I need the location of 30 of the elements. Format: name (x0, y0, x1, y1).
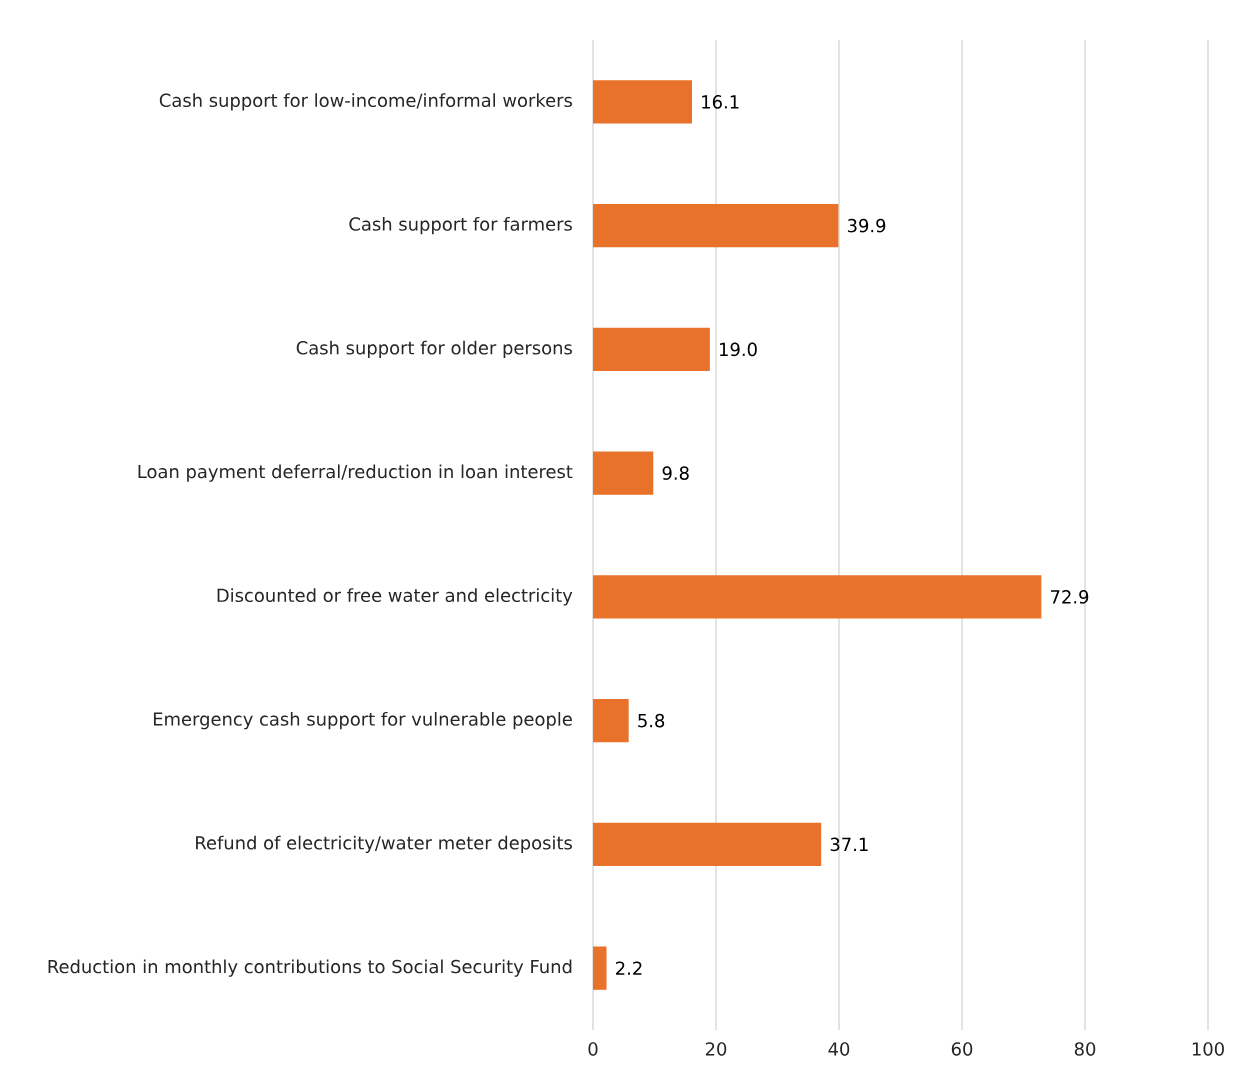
data-label: 5.8 (638, 713, 665, 728)
data-label: 37.1 (830, 837, 868, 852)
data-label: 39.9 (847, 218, 886, 233)
bar (593, 203, 839, 248)
data-label: 2.2 (616, 961, 642, 975)
x-tick-label: 40 (828, 1042, 850, 1056)
data-label: 72.9 (1051, 590, 1089, 604)
bar (593, 80, 693, 124)
bar (593, 698, 629, 743)
bar (593, 575, 1042, 619)
x-tick-label: 60 (951, 1042, 973, 1056)
y-tick-label: Cash support for older persons (296, 340, 572, 359)
data-label: 19.0 (720, 342, 757, 357)
x-tick-label: 100 (1192, 1042, 1224, 1056)
bar (593, 327, 710, 372)
y-tick-label: Refund of electricity/water meter deposits (196, 835, 572, 854)
data-label: 9.8 (662, 466, 689, 480)
x-tick-label: 20 (705, 1042, 727, 1056)
y-tick-label: Cash support for farmers (349, 216, 572, 235)
bar (593, 451, 654, 495)
y-tick-label: Reduction in monthly contributions to Social Security Fund (48, 959, 572, 977)
y-tick-label: Emergency cash support for vulnerable people (153, 711, 572, 730)
data-label: 16.1 (702, 95, 739, 109)
x-tick-label: 80 (1074, 1042, 1096, 1056)
x-tick-label: 0 (588, 1042, 598, 1056)
bar (593, 946, 607, 990)
y-tick-label: Cash support for low-income/informal workers (159, 93, 572, 111)
bar (593, 822, 822, 867)
y-tick-label: Loan payment deferral/reduction in loan interest (138, 464, 573, 482)
y-tick-label: Discounted or free water and electricity (217, 588, 573, 606)
